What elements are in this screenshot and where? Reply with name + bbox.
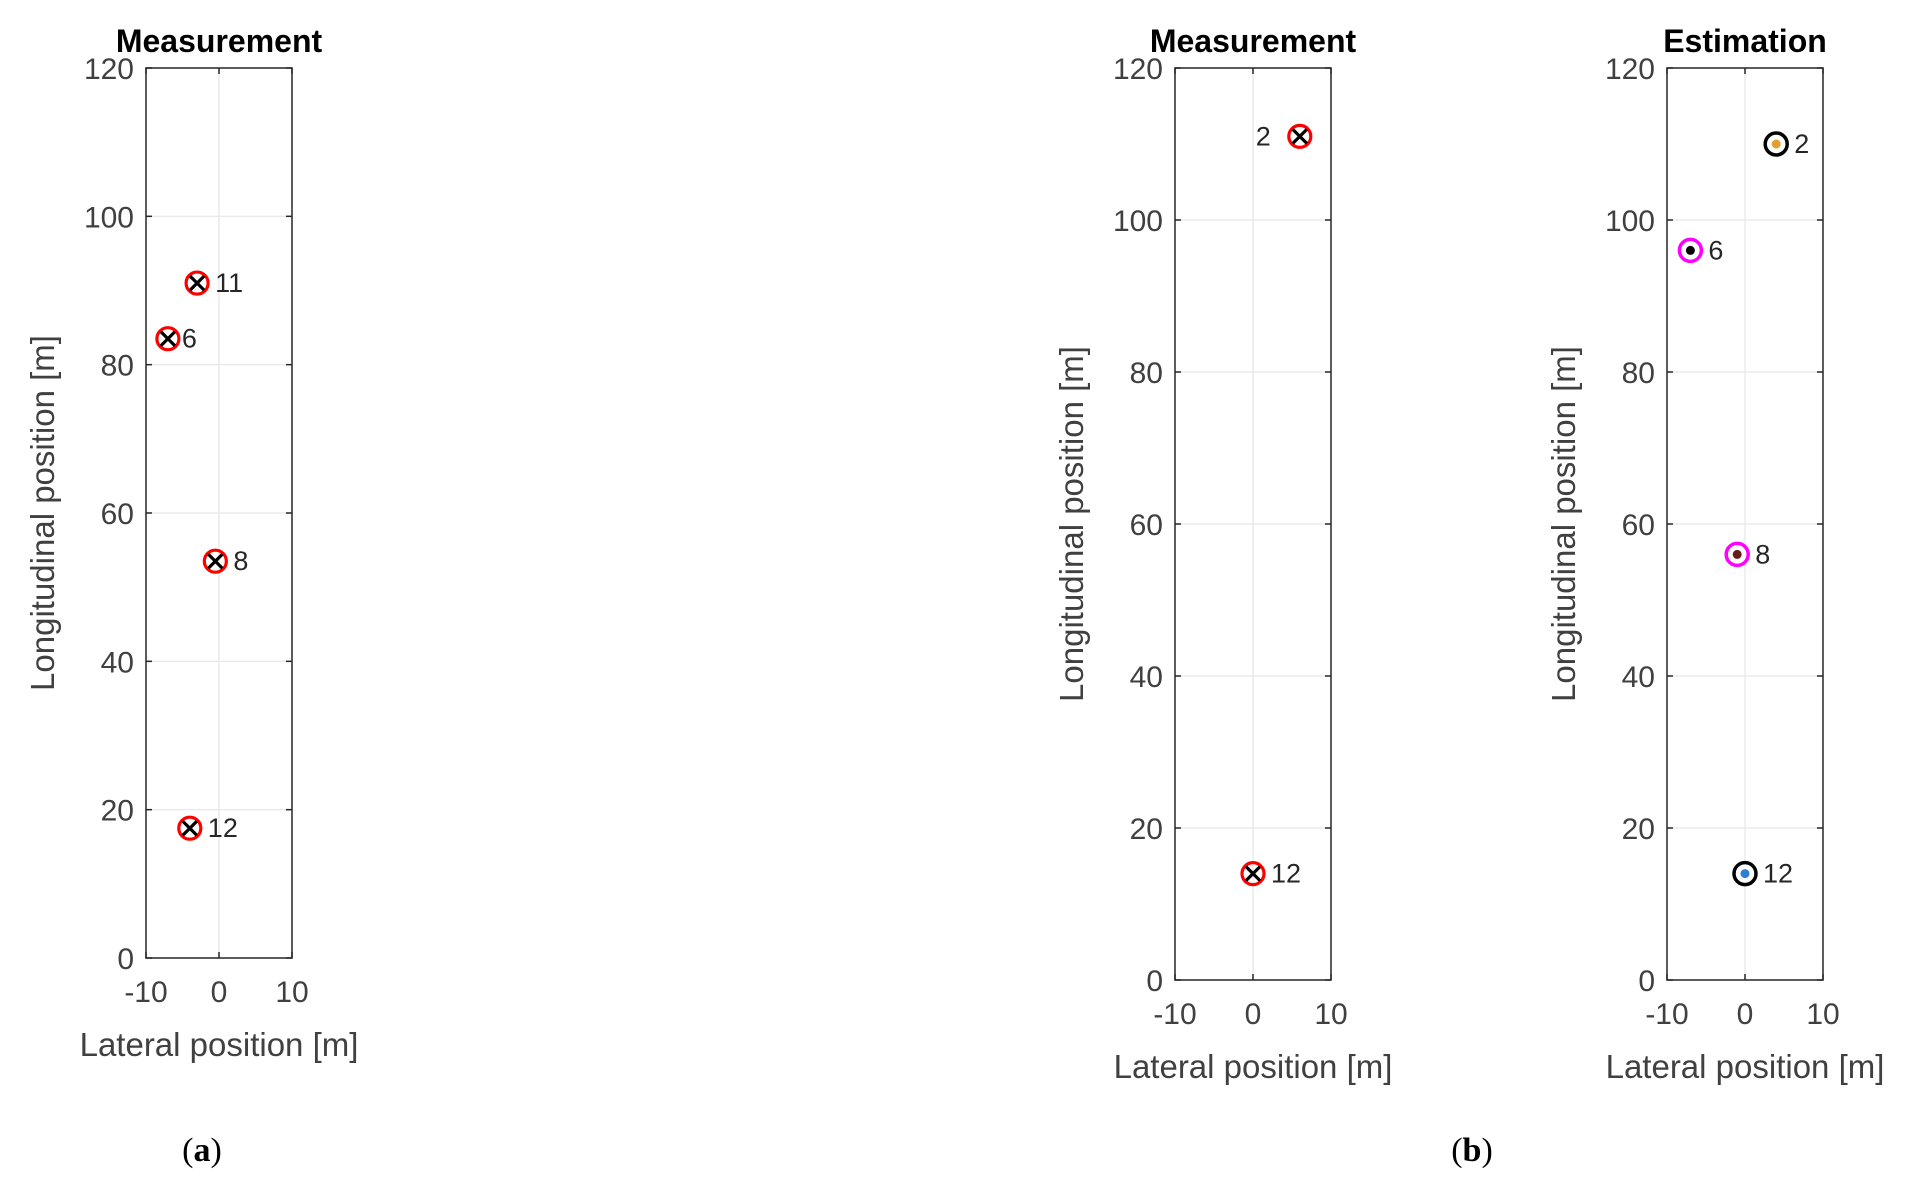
point-label: 2 <box>1256 121 1271 151</box>
data-point-2: 2 <box>1256 121 1313 151</box>
data-point-11: 11 <box>184 268 243 298</box>
data-point-8: 8 <box>1724 539 1770 569</box>
y-tick-label: 120 <box>1605 53 1655 86</box>
data-point-12: 12 <box>177 813 238 843</box>
x-tick-label: 10 <box>275 976 308 1009</box>
marker-dot <box>1771 139 1781 149</box>
chart-title: Measurement <box>116 23 323 59</box>
marker-cross <box>1291 128 1308 145</box>
marker-cross <box>188 274 206 292</box>
x-axis-label: Lateral position [m] <box>1114 1048 1393 1085</box>
x-tick-label: -10 <box>1153 998 1196 1031</box>
data-point-2: 2 <box>1763 129 1809 159</box>
y-tick-label: 20 <box>1130 813 1163 846</box>
x-tick-label: 0 <box>211 976 228 1009</box>
y-tick-label: 0 <box>1146 965 1163 998</box>
y-tick-label: 0 <box>1638 965 1655 998</box>
x-tick-label: 10 <box>1806 998 1839 1031</box>
marker-dot <box>1732 549 1742 559</box>
data-point-8: 8 <box>202 546 248 576</box>
y-axis-label: Longitudinal position [m] <box>1053 346 1090 702</box>
marker-cross <box>207 553 224 570</box>
x-tick-label: 0 <box>1737 998 1754 1031</box>
x-tick-label: -10 <box>124 976 167 1009</box>
marker-ring <box>1240 860 1266 887</box>
point-label: 12 <box>1271 859 1301 889</box>
y-tick-label: 40 <box>1130 661 1163 694</box>
y-tick-label: 80 <box>1622 357 1655 390</box>
marker-cross <box>159 330 177 347</box>
point-label: 12 <box>208 813 238 843</box>
marker-ring <box>155 326 181 352</box>
x-tick-label: 0 <box>1245 998 1262 1031</box>
marker-ring <box>184 270 210 296</box>
point-label: 8 <box>233 546 248 576</box>
y-tick-label: 40 <box>1622 661 1655 694</box>
y-tick-label: 80 <box>101 350 134 383</box>
marker-cross <box>181 820 198 837</box>
x-axis-label: Lateral position [m] <box>1606 1048 1885 1085</box>
marker-ring <box>177 815 203 841</box>
marker-ring <box>1287 123 1313 149</box>
y-tick-label: 100 <box>1605 205 1655 238</box>
marker-dot <box>1685 245 1695 255</box>
y-tick-label: 60 <box>101 498 134 531</box>
y-tick-label: 20 <box>101 795 134 828</box>
y-tick-label: 100 <box>84 201 134 234</box>
marker-dot <box>1740 869 1750 879</box>
x-tick-label: 10 <box>1314 998 1347 1031</box>
caption-b: (b) <box>1451 1132 1493 1169</box>
point-label: 6 <box>1708 235 1723 265</box>
y-tick-label: 60 <box>1130 509 1163 542</box>
y-tick-label: 0 <box>117 943 134 976</box>
point-label: 2 <box>1794 129 1809 159</box>
y-tick-label: 60 <box>1622 509 1655 542</box>
data-point-6: 6 <box>1677 235 1723 265</box>
y-tick-label: 80 <box>1130 357 1163 390</box>
point-label: 11 <box>215 268 243 298</box>
data-point-12: 12 <box>1732 859 1793 889</box>
marker-cross <box>1244 865 1262 882</box>
y-axis-label: Longitudinal position [m] <box>1545 346 1582 702</box>
y-tick-label: 40 <box>101 646 134 679</box>
caption-a: (a) <box>182 1132 222 1169</box>
y-tick-label: 120 <box>1113 53 1163 86</box>
point-label: 8 <box>1755 539 1770 569</box>
point-label: 6 <box>182 324 197 354</box>
chart-title: Measurement <box>1150 23 1357 59</box>
x-tick-label: -10 <box>1645 998 1688 1031</box>
y-tick-label: 100 <box>1113 205 1163 238</box>
y-axis-label: Longitudinal position [m] <box>24 335 61 691</box>
y-tick-label: 20 <box>1622 813 1655 846</box>
y-tick-label: 120 <box>84 53 134 86</box>
x-axis-label: Lateral position [m] <box>80 1026 359 1063</box>
data-point-12: 12 <box>1240 859 1301 889</box>
marker-ring <box>202 548 228 574</box>
data-point-6: 6 <box>155 324 197 354</box>
chart-title: Estimation <box>1663 23 1827 59</box>
point-label: 12 <box>1763 859 1793 889</box>
